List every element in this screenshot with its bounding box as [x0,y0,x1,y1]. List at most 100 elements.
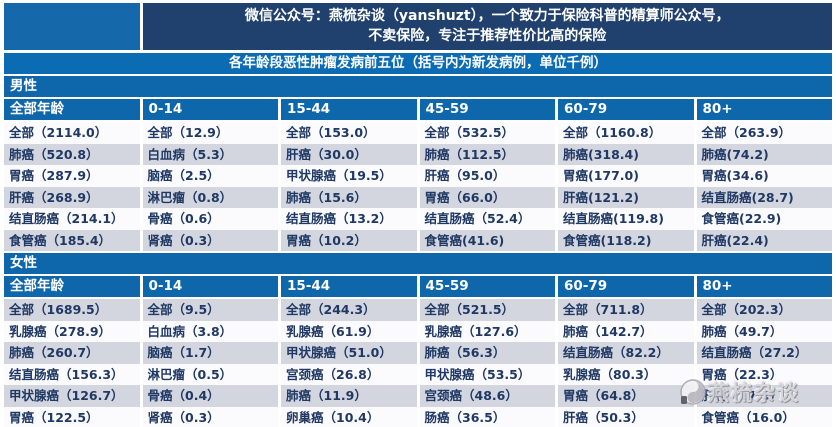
table-cell: 全部（2114.0） [4,122,140,144]
table-cell: 肺癌（56.3） [419,342,555,364]
banner-line1: 微信公众号：燕梳杂谈（yanshuzt），一个致力于保险科普的精算师公众号， [244,8,730,24]
table-row: 胃癌（122.5） 肾癌（0.3） 卵巢癌（10.4） 肠癌（36.5） 肝癌（50.3… [4,406,832,427]
table-row: 全部（1689.5） 全部（9.5） 全部（244.3） 全部（521.5） 全部（71… [4,299,832,321]
table-cell: 肺癌(74.2) [696,143,832,165]
table-cell: 胃癌(34.6) [696,165,832,187]
table-cell: 肝癌（268.9） [4,186,140,208]
table-cell: 甲状腺癌（126.7） [4,385,140,407]
table-cell: 全部（532.5） [419,122,555,144]
column-header: 45-59 [419,99,555,120]
table-cell: 结直肠癌（13.2） [281,208,417,230]
top-banner-row: 微信公众号：燕梳杂谈（yanshuzt），一个致力于保险科普的精算师公众号， 不… [4,3,832,50]
table-cell: 食管癌（185.4） [4,229,140,251]
table-cell: 肺癌（15.6） [281,186,417,208]
table-row: 全部（2114.0） 全部（12.9） 全部（153.0） 全部（532.5） 全部（1… [4,122,832,144]
table-cell: 甲状腺癌（51.0） [281,342,417,364]
column-header: 80+ [696,99,832,120]
table-cell: 肺癌（11.9） [281,385,417,407]
table-cell: 乳腺癌（278.9） [4,320,140,342]
table-cell: 全部（521.5） [419,299,555,321]
column-header: 60-79 [558,276,694,297]
column-header: 全部年龄 [4,276,140,297]
table-cell: 胃癌(177.0) [558,165,694,187]
table-cell: 乳腺癌（80.3） [558,363,694,385]
table-cell: 食管癌(22.9) [696,208,832,230]
table-cell: 甲状腺癌（53.5） [419,363,555,385]
column-header: 60-79 [558,99,694,120]
table-cell: 肾癌（0.3） [142,406,278,427]
table-cell: 淋巴瘤（0.8） [142,186,278,208]
table-section: 女性 全部年龄 0-14 15-44 45-59 60-79 80+ 全部（1689.5） 全部… [4,253,832,427]
table-cell: 宫颈癌（48.6） [419,385,555,407]
column-header: 0-14 [142,99,278,120]
table-cell: 全部（711.8） [558,299,694,321]
table-cell: 胃癌（66.0） [419,186,555,208]
table-cell: 全部（1160.8） [558,122,694,144]
table-cell: 白血病（5.3） [142,143,278,165]
table-cell: 全部（1689.5） [4,299,140,321]
table-cell: 肺癌（142.7） [558,320,694,342]
table-section: 男性 全部年龄 0-14 15-44 45-59 60-79 80+ 全部（2114.0） 全部… [4,76,832,251]
table-row: 乳腺癌（278.9） 白血病（3.8） 乳腺癌（61.9） 乳腺癌（127.6） 肺癌（… [4,320,832,342]
table-cell: 食管癌(41.6) [419,229,555,251]
section-title: 男性 [4,76,832,97]
table-row: 结直肠癌（156.3） 淋巴瘤（0.5） 宫颈癌（26.8） 甲状腺癌（53.5） 乳腺… [4,363,832,385]
table-row: 肝癌（268.9） 淋巴瘤（0.8） 肺癌（15.6） 胃癌（66.0） 肝癌(121.… [4,186,832,208]
table-cell: 全部（244.3） [281,299,417,321]
table-cell: 肺癌(318.4) [558,143,694,165]
table-cell: 肝癌（50.3） [558,406,694,427]
column-header: 15-44 [281,276,417,297]
table-cell: 肾癌（0.3） [142,229,278,251]
table-title: 各年龄段恶性肿瘤发病前五位（括号内为新发病例，单位千例） [4,53,832,74]
table-cell: 肝癌（17.5） [696,385,832,407]
table-cell: 食管癌（16.0） [696,406,832,427]
banner-line2: 不卖保险，专注于推荐性价比高的保险 [368,28,607,44]
table-cell: 肝癌(22.4) [696,229,832,251]
table-cell: 肺癌（260.7） [4,342,140,364]
table-cell: 白血病（3.8） [142,320,278,342]
column-header: 80+ [696,276,832,297]
table-cell: 结直肠癌(28.7) [696,186,832,208]
table-cell: 全部（12.9） [142,122,278,144]
table-cell: 结直肠癌(119.8) [558,208,694,230]
column-header-row: 全部年龄 0-14 15-44 45-59 60-79 80+ [4,276,832,297]
table-cell: 肺癌（112.5） [419,143,555,165]
table-cell: 乳腺癌（127.6） [419,320,555,342]
table-cell: 胃癌（287.9） [4,165,140,187]
table-cell: 肺癌（520.8） [4,143,140,165]
table-cell: 胃癌（122.5） [4,406,140,427]
table-cell: 全部（202.3） [696,299,832,321]
table-cell: 全部（263.9） [696,122,832,144]
column-header: 45-59 [419,276,555,297]
wechat-account-banner: 微信公众号：燕梳杂谈（yanshuzt），一个致力于保险科普的精算师公众号， 不… [142,3,832,50]
table-cell: 结直肠癌（156.3） [4,363,140,385]
table-cell: 脑癌（2.5） [142,165,278,187]
table-cell: 全部（9.5） [142,299,278,321]
table-cell: 胃癌（64.8） [558,385,694,407]
table-cell: 全部（153.0） [281,122,417,144]
column-header: 0-14 [142,276,278,297]
banner-left-block [4,3,140,50]
table-cell: 肝癌（30.0） [281,143,417,165]
table-row: 肺癌（260.7） 脑癌（1.7） 甲状腺癌（51.0） 肺癌（56.3） 结直肠癌（8… [4,342,832,364]
table-cell: 肠癌（36.5） [419,406,555,427]
table-row: 甲状腺癌（126.7） 骨癌（0.4） 肺癌（11.9） 宫颈癌（48.6） 胃癌（64… [4,385,832,407]
column-header-row: 全部年龄 0-14 15-44 45-59 60-79 80+ [4,99,832,120]
table-cell: 肝癌（95.0） [419,165,555,187]
column-header: 15-44 [281,99,417,120]
table-cell: 胃癌（22.3） [696,363,832,385]
table-cell: 卵巢癌（10.4） [281,406,417,427]
table-cell: 骨癌（0.4） [142,385,278,407]
table-cell: 肺癌（49.7） [696,320,832,342]
table-cell: 食管癌(118.2) [558,229,694,251]
table-cell: 结直肠癌（27.2） [696,342,832,364]
table-cell: 肝癌(121.2) [558,186,694,208]
section-title: 女性 [4,253,832,274]
column-header: 全部年龄 [4,99,140,120]
table-cell: 胃癌（10.2） [281,229,417,251]
table-cell: 乳腺癌（61.9） [281,320,417,342]
table-cell: 甲状腺癌（19.5） [281,165,417,187]
table-row: 胃癌（287.9） 脑癌（2.5） 甲状腺癌（19.5） 肝癌（95.0） 胃癌(177… [4,165,832,187]
table-cell: 淋巴瘤（0.5） [142,363,278,385]
